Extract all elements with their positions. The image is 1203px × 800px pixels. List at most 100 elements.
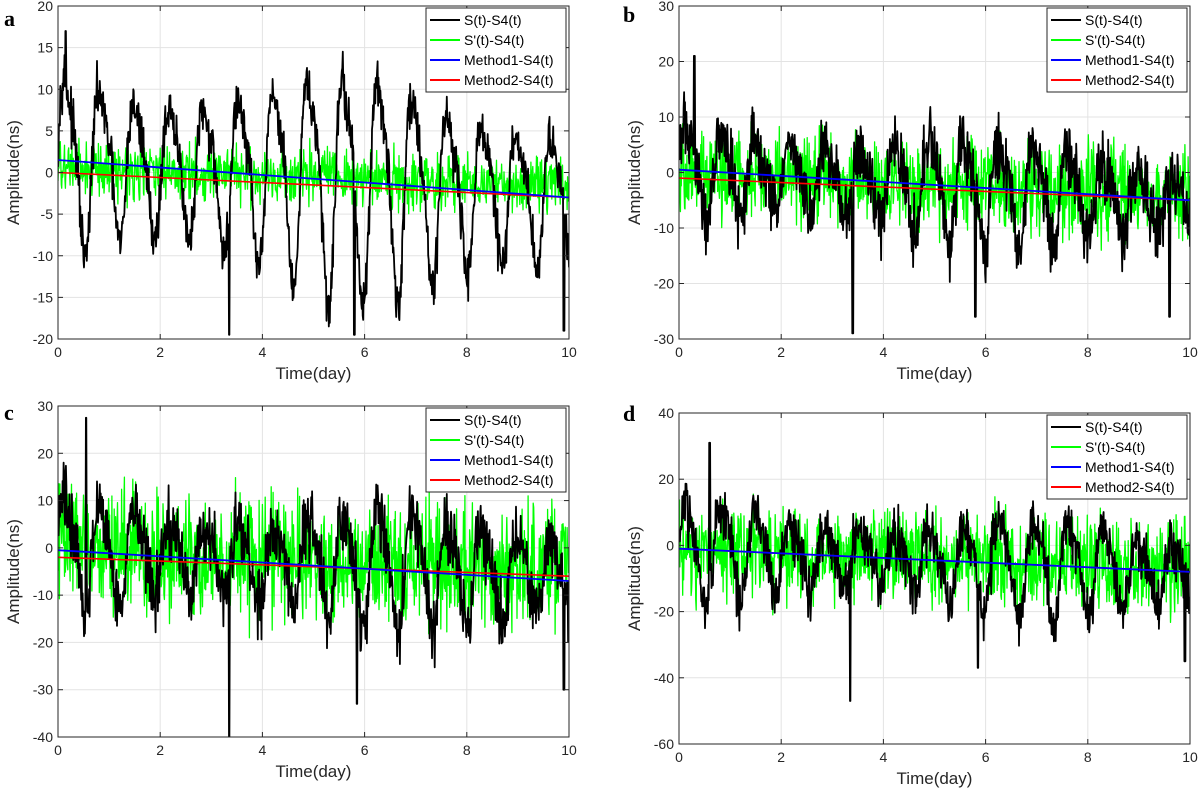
y-tick-label: -10 <box>33 587 53 603</box>
legend: S(t)-S4(t) S'(t)-S4(t) Method1-S4(t) Method… <box>1046 7 1188 93</box>
y-tick-label: 0 <box>666 165 674 181</box>
x-tick-label: 8 <box>1084 749 1092 765</box>
y-axis-label: Amplitude(ns) <box>625 526 644 631</box>
y-tick-label: -40 <box>33 729 53 745</box>
legend-entry: S(t)-S4(t) <box>464 12 522 28</box>
legend-entry: S(t)-S4(t) <box>464 412 522 428</box>
series-line-method2 <box>58 171 569 199</box>
y-tick-label: -20 <box>33 331 53 347</box>
y-tick-label: -20 <box>654 276 674 292</box>
series-line-method1 <box>679 547 1190 573</box>
legend-box <box>425 7 567 93</box>
series-line-s-diff <box>679 55 1190 335</box>
y-tick-label: -60 <box>654 736 674 752</box>
series-group <box>679 55 1190 335</box>
legend-entry: S'(t)-S4(t) <box>1085 439 1145 455</box>
x-tick-label: 4 <box>880 344 888 360</box>
y-tick-label: -20 <box>33 634 53 650</box>
axes-box <box>57 405 570 738</box>
y-tick-label: 10 <box>37 81 53 97</box>
axes-box <box>678 412 1191 745</box>
panel-d: 0 2 4 6 8 10 -60 -40 -20 0 20 40 Time(day) Amplitude(… <box>623 401 1198 788</box>
legend-entry: Method1-S4(t) <box>1085 52 1174 68</box>
legend-box <box>1046 414 1188 500</box>
panel-a: 0 2 4 6 8 10 -20 -15 -10 -5 0 5 10 15 20 Time(day) Ampli… <box>4 0 577 383</box>
y-axis-label: Amplitude(ns) <box>4 120 23 225</box>
legend-entry: Method1-S4(t) <box>464 452 553 468</box>
legend-entry: S(t)-S4(t) <box>1085 12 1143 28</box>
panel-b: 0 2 4 6 8 10 -30 -20 -10 0 10 20 30 Time(day) Amplitud… <box>623 0 1198 383</box>
y-tick-label: 30 <box>37 398 53 414</box>
legend-entry: Method2-S4(t) <box>464 72 553 88</box>
x-tick-label: 2 <box>777 344 785 360</box>
y-tick-label: 20 <box>658 471 674 487</box>
x-tick-label: 6 <box>361 742 369 758</box>
legend-entry: S'(t)-S4(t) <box>1085 32 1145 48</box>
legend-entry: Method2-S4(t) <box>464 472 553 488</box>
y-tick-label: 0 <box>45 540 53 556</box>
y-tick-label: -15 <box>33 289 53 305</box>
legend-entry: Method2-S4(t) <box>1085 72 1174 88</box>
y-tick-label: 10 <box>37 493 53 509</box>
x-tick-label: 2 <box>156 742 164 758</box>
x-tick-label: 2 <box>777 749 785 765</box>
series-line-s-diff <box>58 30 569 336</box>
y-tick-label: 0 <box>45 165 53 181</box>
legend: S(t)-S4(t) S'(t)-S4(t) Method1-S4(t) Method… <box>1046 414 1188 500</box>
x-tick-label: 10 <box>561 344 577 360</box>
x-tick-label: 6 <box>982 749 990 765</box>
y-tick-label: 40 <box>658 405 674 421</box>
x-tick-label: 4 <box>259 344 267 360</box>
y-tick-label: 20 <box>658 54 674 70</box>
panel-letter: a <box>4 6 15 31</box>
y-tick-label: 10 <box>658 109 674 125</box>
legend: S(t)-S4(t) S'(t)-S4(t) Method1-S4(t) Method… <box>425 407 567 493</box>
x-tick-label: 8 <box>1084 344 1092 360</box>
series-group <box>58 30 569 336</box>
panel-c: 0 2 4 6 8 10 -40 -30 -20 -10 0 10 20 30 Time(day) Ampli… <box>4 398 577 781</box>
series-group <box>58 416 569 737</box>
x-tick-label: 4 <box>259 742 267 758</box>
series-line-method1 <box>58 159 569 199</box>
x-axis-label: Time(day) <box>276 364 352 383</box>
series-line-method1 <box>58 549 569 582</box>
x-tick-label: 10 <box>1182 344 1198 360</box>
legend-entry: Method2-S4(t) <box>1085 479 1174 495</box>
x-tick-label: 8 <box>463 742 471 758</box>
series-line-method2 <box>58 556 569 577</box>
y-axis-label: Amplitude(ns) <box>4 519 23 624</box>
legend-box <box>425 407 567 493</box>
series-group <box>679 441 1190 702</box>
x-tick-label: 2 <box>156 344 164 360</box>
y-tick-label: 30 <box>658 0 674 14</box>
x-tick-label: 0 <box>54 344 62 360</box>
y-tick-label: 5 <box>45 123 53 139</box>
y-tick-label: -5 <box>41 206 54 222</box>
legend-entry: Method1-S4(t) <box>464 52 553 68</box>
y-tick-label: 15 <box>37 40 53 56</box>
y-axis-label: Amplitude(ns) <box>625 120 644 225</box>
series-line-s-diff <box>58 416 569 737</box>
legend-entry: S'(t)-S4(t) <box>464 32 524 48</box>
x-axis-label: Time(day) <box>897 769 973 788</box>
legend-entry: Method1-S4(t) <box>1085 459 1174 475</box>
series-line-s-prime-diff <box>58 136 569 215</box>
series-line-s-diff <box>679 441 1190 702</box>
x-tick-label: 10 <box>561 742 577 758</box>
y-tick-label: -40 <box>654 670 674 686</box>
y-tick-label: 20 <box>37 0 53 14</box>
x-tick-label: 8 <box>463 344 471 360</box>
x-axis-label: Time(day) <box>276 762 352 781</box>
x-tick-label: 0 <box>675 344 683 360</box>
y-tick-label: 0 <box>666 537 674 553</box>
y-tick-label: -10 <box>33 248 53 264</box>
legend: S(t)-S4(t) S'(t)-S4(t) Method1-S4(t) Method… <box>425 7 567 93</box>
y-tick-label: -30 <box>654 331 674 347</box>
y-tick-label: -20 <box>654 604 674 620</box>
panel-letter: d <box>623 401 635 426</box>
y-tick-label: -10 <box>654 220 674 236</box>
x-tick-label: 0 <box>54 742 62 758</box>
series-line-method2 <box>679 177 1190 202</box>
x-tick-label: 0 <box>675 749 683 765</box>
